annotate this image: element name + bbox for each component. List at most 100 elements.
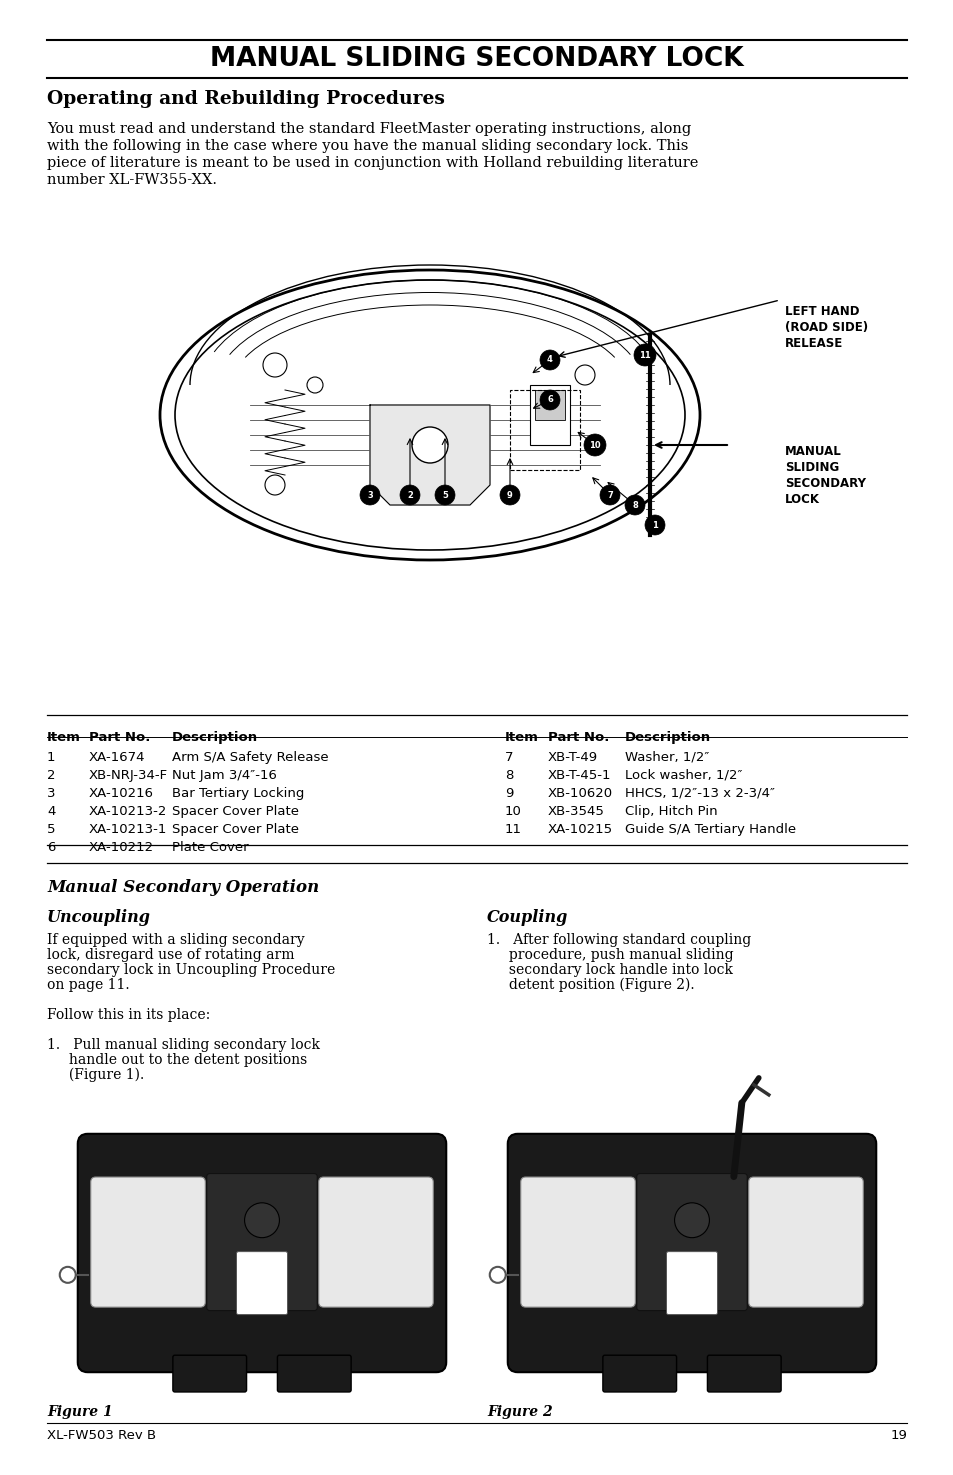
- Text: 11: 11: [504, 823, 521, 836]
- Text: XB-3545: XB-3545: [547, 805, 604, 819]
- Text: Plate Cover: Plate Cover: [172, 841, 249, 854]
- Circle shape: [399, 485, 419, 504]
- Text: 1: 1: [652, 521, 658, 530]
- Text: 7: 7: [504, 751, 513, 764]
- FancyBboxPatch shape: [636, 1174, 746, 1311]
- Bar: [530, 385, 569, 445]
- Text: Spacer Cover Plate: Spacer Cover Plate: [172, 805, 298, 819]
- Text: XB-T-49: XB-T-49: [547, 751, 598, 764]
- Text: Item: Item: [47, 732, 81, 743]
- Text: 7: 7: [606, 491, 612, 500]
- Text: piece of literature is meant to be used in conjunction with Holland rebuilding l: piece of literature is meant to be used …: [47, 156, 698, 170]
- Text: Washer, 1/2″: Washer, 1/2″: [624, 751, 709, 764]
- FancyBboxPatch shape: [318, 1177, 433, 1307]
- Circle shape: [634, 344, 656, 366]
- Polygon shape: [370, 406, 490, 504]
- Circle shape: [624, 496, 644, 515]
- Circle shape: [674, 1202, 709, 1238]
- Text: Manual Secondary Operation: Manual Secondary Operation: [47, 879, 319, 895]
- Circle shape: [265, 475, 285, 496]
- Text: Guide S/A Tertiary Handle: Guide S/A Tertiary Handle: [624, 823, 796, 836]
- Text: on page 11.: on page 11.: [47, 978, 130, 993]
- Text: (Figure 1).: (Figure 1).: [47, 1068, 144, 1083]
- Text: handle out to the detent positions: handle out to the detent positions: [47, 1053, 307, 1066]
- Circle shape: [412, 426, 448, 463]
- Circle shape: [583, 434, 605, 456]
- Text: XB-NRJ-34-F: XB-NRJ-34-F: [89, 768, 168, 782]
- Text: Item: Item: [504, 732, 538, 743]
- Text: Spacer Cover Plate: Spacer Cover Plate: [172, 823, 298, 836]
- Text: secondary lock handle into lock: secondary lock handle into lock: [486, 963, 732, 976]
- Text: 2: 2: [47, 768, 55, 782]
- Circle shape: [307, 378, 323, 392]
- Text: Lock washer, 1/2″: Lock washer, 1/2″: [624, 768, 741, 782]
- Text: Part No.: Part No.: [547, 732, 609, 743]
- Text: 6: 6: [546, 395, 553, 404]
- Ellipse shape: [174, 280, 684, 550]
- Text: LEFT HAND
(ROAD SIDE)
RELEASE: LEFT HAND (ROAD SIDE) RELEASE: [784, 305, 867, 350]
- Text: 3: 3: [367, 491, 373, 500]
- Text: If equipped with a sliding secondary: If equipped with a sliding secondary: [47, 934, 304, 947]
- Text: HHCS, 1/2″-13 x 2-3/4″: HHCS, 1/2″-13 x 2-3/4″: [624, 788, 774, 799]
- Text: 11: 11: [639, 351, 650, 360]
- Text: 1.   Pull manual sliding secondary lock: 1. Pull manual sliding secondary lock: [47, 1038, 319, 1052]
- Circle shape: [539, 350, 559, 370]
- Text: with the following in the case where you have the manual sliding secondary lock.: with the following in the case where you…: [47, 139, 688, 153]
- FancyBboxPatch shape: [748, 1177, 862, 1307]
- Circle shape: [499, 485, 519, 504]
- FancyBboxPatch shape: [207, 1174, 317, 1311]
- Text: 5: 5: [441, 491, 448, 500]
- Text: XA-10216: XA-10216: [89, 788, 153, 799]
- Text: Arm S/A Safety Release: Arm S/A Safety Release: [172, 751, 328, 764]
- Text: 1.   After following standard coupling: 1. After following standard coupling: [486, 934, 750, 947]
- Text: detent position (Figure 2).: detent position (Figure 2).: [486, 978, 694, 993]
- Text: Uncoupling: Uncoupling: [47, 909, 151, 926]
- Text: 6: 6: [47, 841, 55, 854]
- Text: Bar Tertiary Locking: Bar Tertiary Locking: [172, 788, 304, 799]
- Text: 8: 8: [504, 768, 513, 782]
- Text: Coupling: Coupling: [486, 909, 568, 926]
- FancyBboxPatch shape: [520, 1177, 635, 1307]
- Text: MANUAL SLIDING SECONDARY LOCK: MANUAL SLIDING SECONDARY LOCK: [210, 46, 743, 72]
- Text: XA-10213-1: XA-10213-1: [89, 823, 167, 836]
- Text: 8: 8: [632, 500, 638, 509]
- Text: XB-10620: XB-10620: [547, 788, 613, 799]
- Text: XB-T-45-1: XB-T-45-1: [547, 768, 611, 782]
- Text: lock, disregard use of rotating arm: lock, disregard use of rotating arm: [47, 948, 294, 962]
- Text: XA-10215: XA-10215: [547, 823, 613, 836]
- FancyBboxPatch shape: [172, 1356, 246, 1392]
- Text: 4: 4: [546, 355, 553, 364]
- Text: 3: 3: [47, 788, 55, 799]
- FancyBboxPatch shape: [77, 1134, 446, 1372]
- FancyBboxPatch shape: [602, 1356, 676, 1392]
- Text: 19: 19: [889, 1429, 906, 1443]
- Text: 2: 2: [407, 491, 413, 500]
- Bar: [535, 389, 564, 420]
- Text: Description: Description: [172, 732, 258, 743]
- Circle shape: [575, 364, 595, 385]
- FancyBboxPatch shape: [236, 1252, 287, 1314]
- Text: 1: 1: [47, 751, 55, 764]
- FancyBboxPatch shape: [277, 1356, 351, 1392]
- Circle shape: [599, 485, 619, 504]
- FancyBboxPatch shape: [666, 1252, 717, 1314]
- FancyBboxPatch shape: [91, 1177, 205, 1307]
- Circle shape: [263, 353, 287, 378]
- Text: number XL-FW355-XX.: number XL-FW355-XX.: [47, 173, 216, 187]
- Text: procedure, push manual sliding: procedure, push manual sliding: [486, 948, 733, 962]
- Text: XA-10212: XA-10212: [89, 841, 154, 854]
- Text: 4: 4: [47, 805, 55, 819]
- Circle shape: [359, 485, 379, 504]
- Text: XA-1674: XA-1674: [89, 751, 146, 764]
- Text: Figure 1: Figure 1: [47, 1406, 112, 1419]
- Text: 10: 10: [589, 441, 600, 450]
- Circle shape: [644, 515, 664, 535]
- Text: Figure 2: Figure 2: [486, 1406, 552, 1419]
- Text: XL-FW503 Rev B: XL-FW503 Rev B: [47, 1429, 156, 1443]
- Text: Follow this in its place:: Follow this in its place:: [47, 1007, 210, 1022]
- Text: 9: 9: [507, 491, 513, 500]
- FancyBboxPatch shape: [507, 1134, 876, 1372]
- Ellipse shape: [160, 270, 700, 560]
- Text: 10: 10: [504, 805, 521, 819]
- Circle shape: [435, 485, 455, 504]
